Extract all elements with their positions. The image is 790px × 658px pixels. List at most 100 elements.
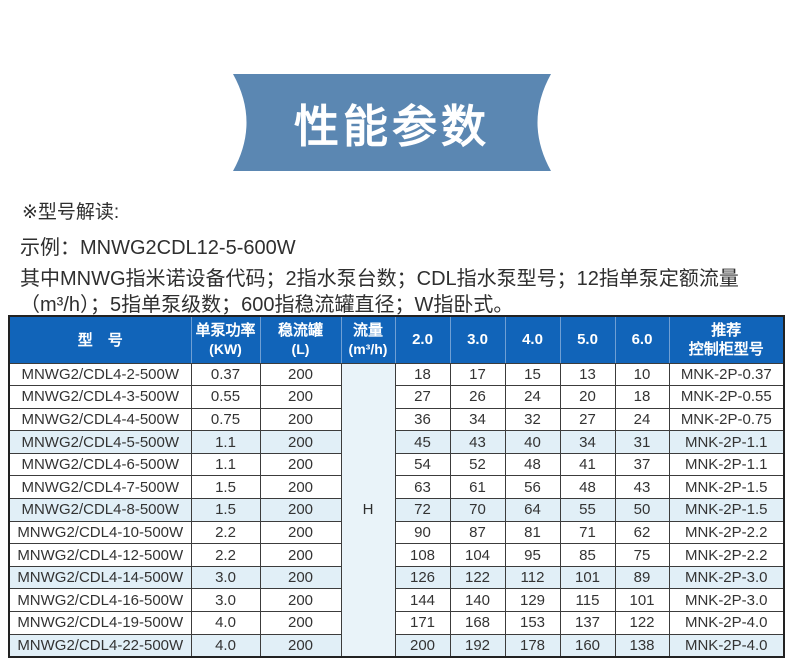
- flow-value-cell: 89: [614, 565, 670, 590]
- cabinet-cell: MNK-2P-1.1: [668, 452, 785, 477]
- cabinet-cell: MNK-2P-4.0: [668, 611, 785, 635]
- flow-value-cell: 144: [394, 588, 451, 613]
- flow-value-cell: 81: [504, 520, 561, 545]
- power-cell: 4.0: [190, 611, 261, 635]
- table-row: MNWG2/CDL4-10-500W 2.2 200 90 87 81 71 6…: [8, 520, 785, 545]
- col-header-model: 型 号: [9, 316, 191, 364]
- flow-value-cell: 115: [559, 588, 616, 613]
- flow-value-cell: 140: [449, 588, 506, 613]
- table-row: MNWG2/CDL4-7-500W 1.5 200 63 61 56 48 43…: [8, 475, 785, 500]
- flow-value-cell: 126: [394, 565, 451, 590]
- model-cell: MNWG2/CDL4-14-500W: [8, 565, 192, 590]
- flow-value-cell: 101: [559, 565, 616, 590]
- table-row: MNWG2/CDL4-19-500W 4.0 200 171 168 153 1…: [8, 611, 785, 635]
- col-header-flow-4: 4.0: [504, 316, 560, 364]
- flow-value-cell: 43: [614, 475, 670, 500]
- flow-value-cell: 45: [394, 430, 451, 454]
- col-header-flow-2: 2.0: [394, 316, 450, 364]
- flow-value-cell: 10: [614, 362, 670, 387]
- col-header-power: 单泵功率 (KW): [190, 316, 260, 364]
- flow-value-cell: 72: [394, 498, 451, 522]
- tank-cell: 200: [259, 475, 342, 500]
- cabinet-cell: MNK-2P-3.0: [668, 588, 785, 613]
- flow-value-cell: 20: [559, 385, 616, 409]
- flow-value-cell: 41: [559, 452, 616, 477]
- header-line: 推荐: [711, 321, 742, 339]
- header-line: (KW): [209, 341, 242, 358]
- flow-value-cell: 18: [614, 385, 670, 409]
- table-body: MNWG2/CDL4-2-500W 0.37 200 H 18 17 15 13 …: [8, 362, 785, 658]
- power-cell: 3.0: [190, 565, 261, 590]
- flow-value-cell: 50: [614, 498, 670, 522]
- flow-value-cell: 137: [559, 611, 616, 635]
- power-cell: 1.5: [190, 475, 261, 500]
- flow-value-cell: 104: [449, 543, 506, 567]
- power-cell: 0.55: [190, 385, 261, 409]
- flow-value-cell: 56: [504, 475, 561, 500]
- table-row: MNWG2/CDL4-14-500W 3.0 200 126 122 112 1…: [8, 565, 785, 590]
- tank-cell: 200: [259, 407, 342, 432]
- header-line: 稳流罐: [277, 322, 323, 340]
- col-header-flow: 流量 (m³/h): [340, 316, 395, 364]
- tank-cell: 200: [259, 565, 342, 590]
- model-cell: MNWG2/CDL4-7-500W: [8, 475, 192, 500]
- model-cell: MNWG2/CDL4-8-500W: [8, 498, 192, 522]
- tank-cell: 200: [259, 362, 342, 387]
- table-row: MNWG2/CDL4-12-500W 2.2 200 108 104 95 85…: [8, 543, 785, 567]
- model-cell: MNWG2/CDL4-2-500W: [8, 362, 192, 387]
- header-line: (L): [291, 341, 310, 358]
- flow-value-cell: 55: [559, 498, 616, 522]
- flow-value-cell: 122: [614, 611, 670, 635]
- flow-value-cell: 62: [614, 520, 670, 545]
- flow-value-cell: 168: [449, 611, 506, 635]
- power-cell: 1.5: [190, 498, 261, 522]
- model-cell: MNWG2/CDL4-10-500W: [8, 520, 192, 545]
- cabinet-cell: MNK-2P-1.5: [668, 498, 785, 522]
- flow-value-cell: 178: [504, 633, 561, 658]
- table-row: MNWG2/CDL4-6-500W 1.1 200 54 52 48 41 37…: [8, 452, 785, 477]
- flow-value-cell: 31: [614, 430, 670, 454]
- flow-value-cell: 70: [449, 498, 506, 522]
- cabinet-cell: MNK-2P-0.37: [668, 362, 785, 387]
- tank-cell: 200: [259, 633, 342, 658]
- flow-value-cell: 34: [559, 430, 616, 454]
- flow-merged-cell: H: [340, 362, 396, 658]
- col-header-flow-3: 3.0: [449, 316, 505, 364]
- power-cell: 3.0: [190, 588, 261, 613]
- table-row: MNWG2/CDL4-2-500W 0.37 200 H 18 17 15 13 …: [8, 362, 785, 658]
- flow-value-cell: 13: [559, 362, 616, 387]
- model-cell: MNWG2/CDL4-5-500W: [8, 430, 192, 454]
- table-header-row: 型 号 单泵功率 (KW) 稳流罐 (L) 流量 (m³/h) 2.0 3.0 …: [9, 316, 784, 364]
- flow-value-cell: 26: [449, 385, 506, 409]
- flow-value-cell: 192: [449, 633, 506, 658]
- table-row: MNWG2/CDL4-4-500W 0.75 200 36 34 32 27 2…: [8, 407, 785, 432]
- flow-value-cell: 43: [449, 430, 506, 454]
- tank-cell: 200: [259, 385, 342, 409]
- flow-value-cell: 18: [394, 362, 451, 387]
- power-cell: 2.2: [190, 543, 261, 567]
- table-row: MNWG2/CDL4-5-500W 1.1 200 45 43 40 34 31…: [8, 430, 785, 454]
- flow-value-cell: 153: [504, 611, 561, 635]
- flow-value-cell: 160: [559, 633, 616, 658]
- power-cell: 0.75: [190, 407, 261, 432]
- flow-value-cell: 200: [394, 633, 451, 658]
- cabinet-cell: MNK-2P-3.0: [668, 565, 785, 590]
- flow-value-cell: 52: [449, 452, 506, 477]
- col-header-tank: 稳流罐 (L): [259, 316, 341, 364]
- banner-title: 性能参数: [293, 101, 490, 152]
- flow-value-cell: 54: [394, 452, 451, 477]
- tank-cell: 200: [259, 543, 342, 567]
- flow-value-cell: 87: [449, 520, 506, 545]
- flow-value-cell: 129: [504, 588, 561, 613]
- flow-value-cell: 40: [504, 430, 561, 454]
- flow-value-cell: 138: [614, 633, 670, 658]
- flow-value-cell: 27: [559, 407, 616, 432]
- power-cell: 2.2: [190, 520, 261, 545]
- cabinet-cell: MNK-2P-1.1: [668, 430, 785, 454]
- col-header-cabinet: 推荐 控制柜型号: [668, 316, 784, 364]
- flow-value-cell: 24: [504, 385, 561, 409]
- flow-value-cell: 37: [614, 452, 670, 477]
- notes-heading: ※型号解读:: [22, 202, 120, 223]
- header-line: 流量: [352, 322, 383, 340]
- flow-value-cell: 71: [559, 520, 616, 545]
